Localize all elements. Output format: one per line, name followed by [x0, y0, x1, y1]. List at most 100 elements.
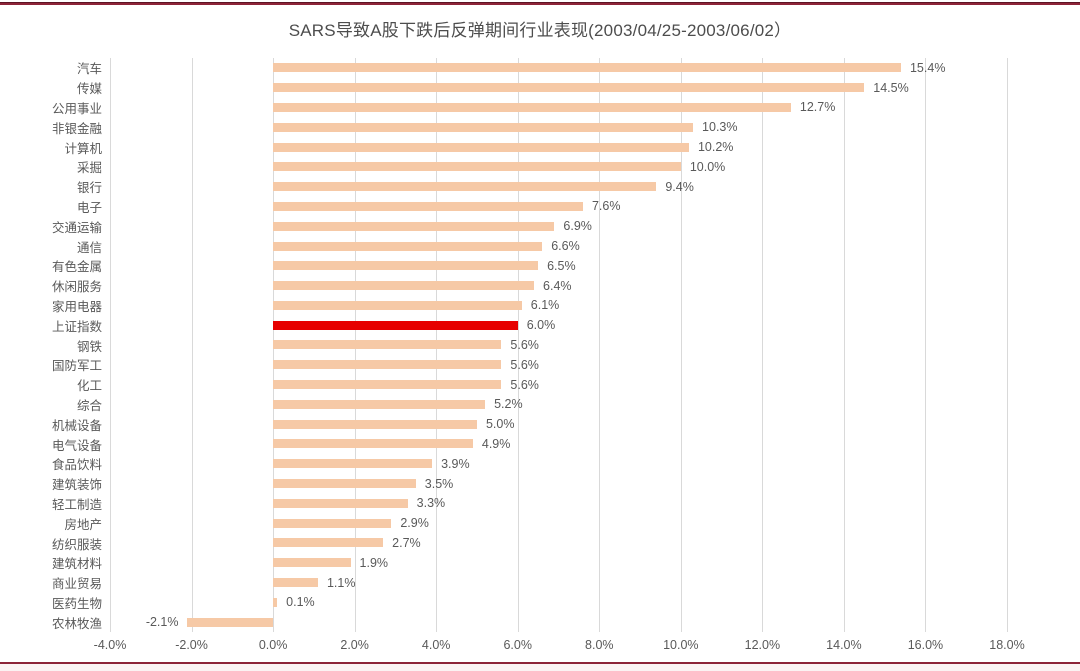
bar-row: 3.5% [110, 474, 1007, 494]
gridline [110, 58, 111, 632]
bar [273, 122, 694, 132]
x-tick-label: 10.0% [663, 638, 699, 652]
bottom-border-line [0, 662, 1080, 664]
chart-title: SARS导致A股下跌后反弹期间行业表现(2003/04/25-2003/06/0… [288, 21, 792, 40]
category-label: 房地产 [64, 517, 102, 532]
bar-row: 6.1% [110, 296, 1007, 316]
bar-row: 9.4% [110, 177, 1007, 197]
bar [273, 518, 392, 528]
category-label: 纺织服装 [51, 537, 102, 552]
category-label: 上证指数 [51, 319, 102, 334]
bar-row: 12.7% [110, 98, 1007, 118]
value-label: 6.0% [526, 318, 556, 333]
value-label: 6.5% [547, 258, 576, 273]
bar-row: 5.6% [110, 375, 1007, 395]
bar [273, 201, 583, 211]
bar [273, 380, 502, 390]
bar [273, 281, 535, 291]
bar [273, 162, 681, 172]
bar-row: 1.1% [110, 573, 1007, 593]
category-label: 建筑装饰 [51, 478, 102, 493]
bar [273, 261, 539, 271]
bar [273, 419, 477, 429]
top-border-line [0, 2, 1080, 5]
gridline [925, 58, 927, 632]
bar [187, 617, 274, 627]
bar [273, 558, 351, 568]
bar [273, 479, 416, 489]
bar [273, 63, 901, 73]
x-tick-label: 8.0% [585, 638, 614, 652]
value-label: 6.4% [543, 278, 572, 293]
category-label: 食品饮料 [51, 458, 102, 473]
bar [273, 221, 555, 231]
bar-chart-plot-area: 15.4% 14.5% 12.7% 10.3% 10.2% 10.0% 9.4% 7.6% 6.… [110, 58, 1008, 632]
bar [273, 142, 689, 152]
bar [273, 498, 408, 508]
bar [273, 102, 791, 112]
bar-row: 4.9% [110, 434, 1007, 454]
category-label: 机械设备 [51, 418, 102, 433]
x-tick-label: -4.0% [93, 638, 127, 652]
bar [273, 597, 278, 607]
value-label: 7.6% [591, 199, 621, 214]
category-label: 汽车 [76, 62, 102, 77]
value-label: 2.9% [400, 516, 429, 531]
x-tick-label: 12.0% [744, 638, 781, 652]
value-label: 6.6% [551, 239, 580, 254]
bar-row: 0.1% [110, 592, 1007, 612]
category-label: 化工 [76, 379, 102, 394]
value-label: 3.3% [416, 496, 446, 511]
value-label: -2.1% [145, 615, 179, 630]
category-label: 商业贸易 [51, 577, 102, 592]
value-label: 10.3% [702, 120, 738, 135]
category-label: 交通运输 [51, 220, 102, 235]
category-label: 采掘 [76, 161, 102, 176]
value-label: 14.5% [873, 80, 909, 95]
bar-row: 15.4% [110, 58, 1007, 78]
x-tick-label: -2.0% [175, 638, 208, 652]
bar-row: 2.9% [110, 513, 1007, 533]
bar-row: 6.4% [110, 276, 1007, 296]
gridline [1007, 58, 1008, 632]
x-tick-label: 6.0% [503, 638, 532, 652]
value-label: 12.7% [799, 100, 836, 115]
bar [273, 360, 502, 370]
bar [273, 83, 865, 93]
value-label: 5.2% [494, 397, 523, 412]
bottom-band [0, 664, 1080, 671]
value-label: 15.4% [909, 60, 946, 75]
bar-row: 7.6% [110, 197, 1007, 217]
category-label: 建筑材料 [51, 557, 102, 572]
value-label: 3.5% [424, 476, 454, 491]
category-label: 钢铁 [76, 339, 102, 354]
bar [273, 538, 384, 548]
value-label: 9.4% [665, 179, 694, 194]
value-label: 5.6% [510, 357, 539, 372]
x-tick-label: 14.0% [826, 638, 862, 652]
bar [273, 399, 486, 409]
bar-row: 5.0% [110, 414, 1007, 434]
bar-row: 10.0% [110, 157, 1007, 177]
highlight-bar [273, 320, 518, 330]
value-label: 0.1% [286, 595, 315, 610]
category-label: 非银金融 [51, 121, 102, 136]
gridline [599, 58, 601, 632]
category-label: 有色金属 [51, 260, 102, 275]
value-label: 5.6% [510, 337, 539, 352]
bar-row: 10.3% [110, 117, 1007, 137]
category-axis: 汽车 传媒 公用事业 非银金融 计算机 采掘 银行 电子 交通运输 通信 有色金属 休闲服务 家用电器上… [0, 58, 102, 632]
bar-row: 14.5% [110, 78, 1007, 98]
category-label: 计算机 [64, 141, 102, 156]
gridline [843, 58, 845, 632]
category-label: 电子 [76, 200, 102, 215]
value-label: 2.7% [392, 535, 421, 550]
value-label: 5.0% [485, 417, 515, 432]
gridline [680, 58, 682, 632]
bar-row: 6.5% [110, 256, 1007, 276]
bar-row: 10.2% [110, 137, 1007, 157]
category-label: 传媒 [76, 82, 102, 97]
gridline [517, 58, 519, 632]
bar-row: 5.6% [110, 355, 1007, 375]
bar-row: 3.9% [110, 454, 1007, 474]
